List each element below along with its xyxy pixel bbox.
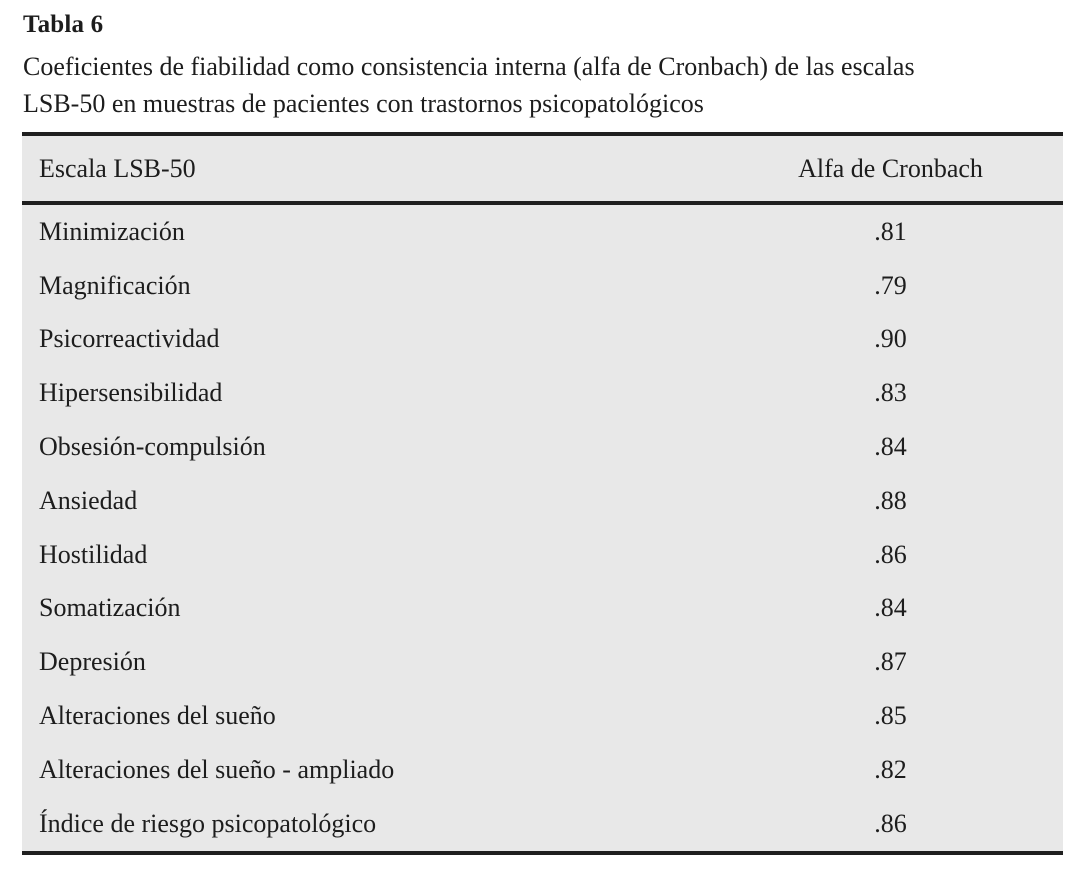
cell-escala: Magnificación (39, 270, 191, 300)
table-row: Psicorreactividad .90 (22, 313, 1063, 367)
table-body: Minimización .81 Magnificación .79 Psicorrea… (22, 205, 1063, 851)
cell-escala: Somatización (39, 593, 181, 623)
cell-alfa: .87 (874, 647, 907, 677)
cell-alfa: .88 (874, 485, 907, 515)
table-row: Hostilidad .86 (22, 528, 1063, 582)
cell-escala: Depresión (39, 647, 146, 677)
cell-alfa: .79 (874, 270, 907, 300)
table-caption: Coeficientes de fiabilidad como consiste… (23, 48, 915, 122)
cell-escala: Alteraciones del sueño (39, 701, 276, 731)
table-row: Depresión .87 (22, 635, 1063, 689)
table-title: Tabla 6 (23, 11, 104, 38)
cell-alfa: .86 (874, 539, 907, 569)
cell-alfa: .81 (874, 216, 907, 246)
table-header-row: Escala LSB-50 Alfa de Cronbach (22, 136, 1063, 205)
cell-escala: Obsesión-compulsión (39, 432, 266, 462)
cell-alfa: .85 (874, 701, 907, 731)
cell-escala: Índice de riesgo psicopatológico (39, 808, 377, 838)
cell-escala: Alteraciones del sueño - ampliado (39, 754, 395, 784)
table-row: Somatización .84 (22, 582, 1063, 636)
caption-line-2: LSB-50 en muestras de pacientes con tras… (23, 89, 704, 118)
table-row: Alteraciones del sueño .85 (22, 689, 1063, 743)
column-header-escala: Escala LSB-50 (39, 153, 196, 183)
cell-alfa: .86 (874, 808, 907, 838)
reliability-table: Escala LSB-50 Alfa de Cronbach Minimizac… (22, 132, 1063, 855)
table-row: Magnificación .79 (22, 259, 1063, 313)
cell-escala: Hipersensibilidad (39, 378, 223, 408)
cell-alfa: .84 (874, 432, 907, 462)
cell-escala: Psicorreactividad (39, 324, 220, 354)
table-row: Alteraciones del sueño - ampliado .82 (22, 743, 1063, 797)
column-header-alfa: Alfa de Cronbach (798, 153, 983, 183)
table-row: Obsesión-compulsión .84 (22, 420, 1063, 474)
table-row: Ansiedad .88 (22, 474, 1063, 528)
cell-alfa: .84 (874, 593, 907, 623)
table-row: Índice de riesgo psicopatológico .86 (22, 797, 1063, 851)
cell-escala: Minimización (39, 216, 185, 246)
cell-alfa: .90 (874, 324, 907, 354)
table-row: Minimización .81 (22, 205, 1063, 259)
caption-line-1: Coeficientes de fiabilidad como consiste… (23, 52, 915, 81)
cell-escala: Hostilidad (39, 539, 148, 569)
table-row: Hipersensibilidad .83 (22, 366, 1063, 420)
cell-escala: Ansiedad (39, 485, 138, 515)
cell-alfa: .83 (874, 378, 907, 408)
cell-alfa: .82 (874, 754, 907, 784)
